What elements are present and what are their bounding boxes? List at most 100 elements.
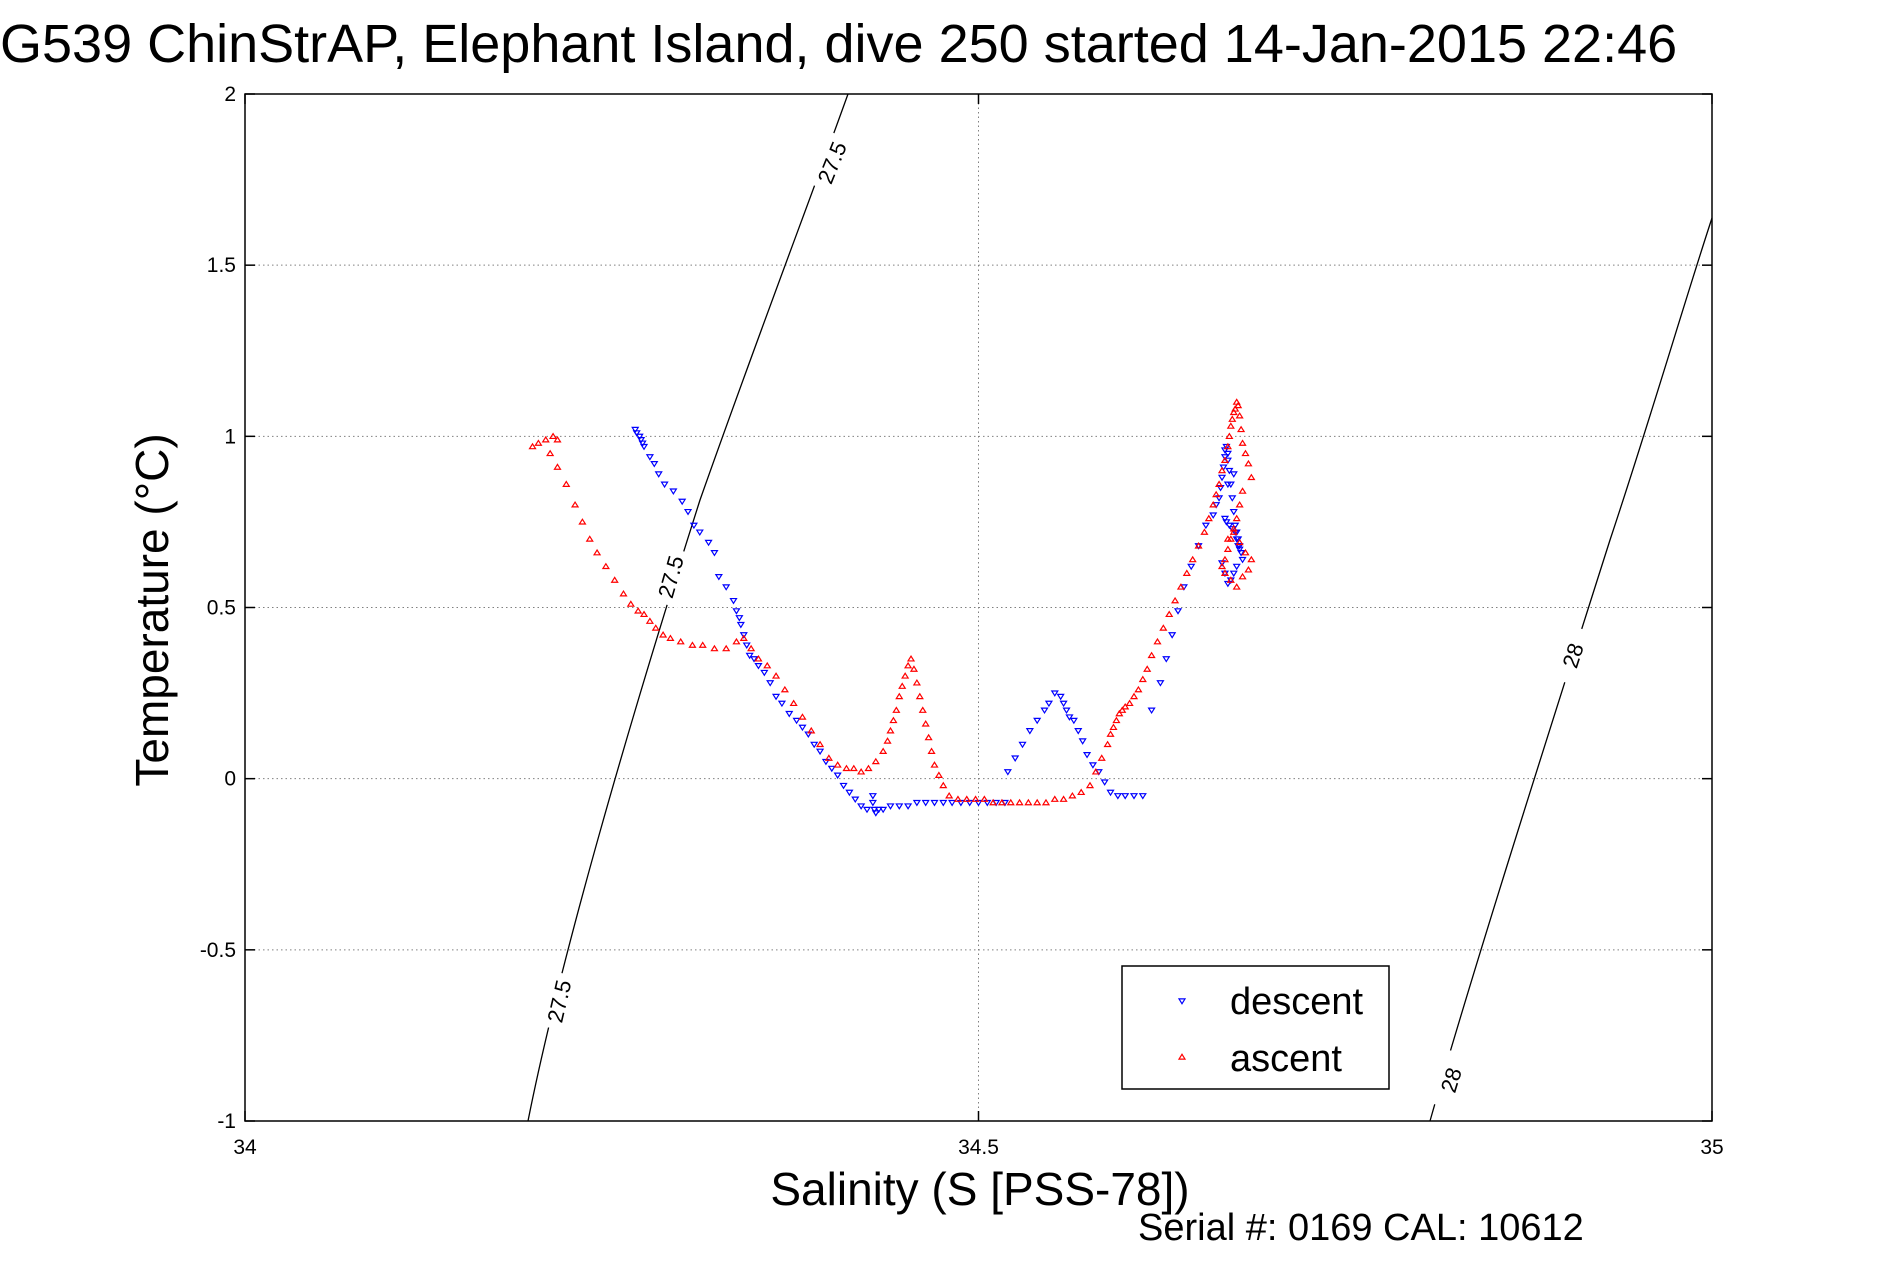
ascent-point <box>1223 535 1232 542</box>
descent-point <box>1225 522 1234 530</box>
ascent-point <box>1232 514 1241 522</box>
ascent-point <box>1115 709 1124 717</box>
ascent-point <box>945 791 954 799</box>
descent-point <box>1201 522 1210 530</box>
ascent-point <box>780 685 789 693</box>
ascent-point <box>1077 788 1086 796</box>
descent-point <box>1113 793 1122 800</box>
ascent-point <box>610 576 619 583</box>
ascent-point <box>1232 583 1241 590</box>
ascent-point <box>1220 456 1230 463</box>
legend-marker-descent-shape <box>1177 998 1187 1005</box>
ascent-point <box>763 661 772 669</box>
ascent-point <box>915 692 924 700</box>
data-series <box>528 398 1256 817</box>
descent-point <box>736 621 745 629</box>
ascent-point <box>553 463 562 470</box>
ascent-point <box>824 754 833 761</box>
ascent-point <box>1129 692 1139 700</box>
ascent-point <box>1153 637 1162 645</box>
ascent-point <box>1050 795 1059 802</box>
descent-point <box>1232 563 1241 571</box>
ascent-point <box>546 449 555 457</box>
ascent-point <box>1106 730 1115 737</box>
descent-point <box>683 508 693 516</box>
ascent-point <box>666 634 675 642</box>
descent-point <box>1216 484 1225 492</box>
ascent-point <box>971 795 980 802</box>
legend-marker-ascent-shape <box>1177 1053 1187 1060</box>
descent-point <box>1229 471 1238 478</box>
descent-point <box>1147 707 1156 715</box>
legend-label-descent: descent <box>1230 981 1364 1023</box>
descent-point <box>1065 714 1074 721</box>
ascent-point <box>886 726 895 734</box>
ascent-point <box>1244 459 1253 467</box>
ascent-point <box>1041 798 1051 806</box>
ascent-point <box>1118 706 1127 713</box>
descent-point <box>930 799 939 807</box>
descent-point <box>1106 789 1115 797</box>
descent-point <box>754 662 763 670</box>
descent-point <box>874 806 883 814</box>
descent-point <box>1222 443 1231 451</box>
descent-point <box>1223 481 1232 489</box>
ascent-point <box>1125 699 1134 707</box>
descent-point <box>1056 693 1065 701</box>
descent-point <box>1138 793 1147 800</box>
descent-point <box>1229 508 1238 516</box>
ascent-point <box>921 720 930 727</box>
ascent-point <box>1015 798 1024 806</box>
descent-point <box>1156 680 1165 687</box>
ascent-point <box>883 737 892 744</box>
ascent-point <box>930 761 939 768</box>
ascent-point <box>934 771 943 778</box>
descent-point <box>1088 762 1098 769</box>
ascent-point <box>815 740 825 748</box>
ascent-point <box>578 518 587 525</box>
descent-point <box>1062 707 1071 715</box>
ascent-point <box>798 713 807 720</box>
y-tick-label: 0.5 <box>207 597 236 620</box>
descent-point <box>879 806 888 814</box>
y-axis-label: Temperature (°C) <box>126 433 178 786</box>
ascent-point <box>1176 583 1186 590</box>
descent-point <box>654 471 663 478</box>
ascent-point <box>892 706 901 713</box>
descent-point <box>745 652 754 660</box>
ascent-point <box>585 535 594 542</box>
descent-point <box>815 748 825 756</box>
descent-point <box>1040 707 1049 715</box>
descent-point <box>1231 529 1240 537</box>
y-tick-label: 1 <box>224 425 236 448</box>
ascent-point <box>871 757 880 765</box>
ascent-point <box>541 435 550 443</box>
series-descent <box>631 426 1247 817</box>
ascent-point <box>1006 798 1015 806</box>
descent-point <box>1173 608 1183 615</box>
ascent-point <box>909 665 919 672</box>
ascent-point <box>1204 514 1213 522</box>
ascent-point <box>1059 795 1068 802</box>
descent-point <box>1223 450 1232 458</box>
ascent-point <box>676 637 685 645</box>
contour-label-gap <box>646 545 695 609</box>
descent-point <box>1044 700 1053 708</box>
descent-point <box>1011 755 1020 762</box>
ascent-point <box>1159 624 1168 631</box>
chart-title: G539 ChinStrAP, Elephant Island, dive 25… <box>0 14 1677 74</box>
ascent-point <box>924 733 933 741</box>
ascent-point <box>906 655 916 662</box>
ascent-point <box>1229 528 1238 535</box>
descent-point <box>1222 519 1231 526</box>
descent-point <box>1238 556 1247 564</box>
descent-point <box>857 803 866 810</box>
descent-point <box>1074 728 1083 735</box>
ascent-point <box>570 500 580 508</box>
ascent-point <box>1225 432 1234 440</box>
ascent-point <box>754 655 763 662</box>
ascent-point <box>849 764 858 772</box>
ascent-point <box>1241 548 1250 556</box>
